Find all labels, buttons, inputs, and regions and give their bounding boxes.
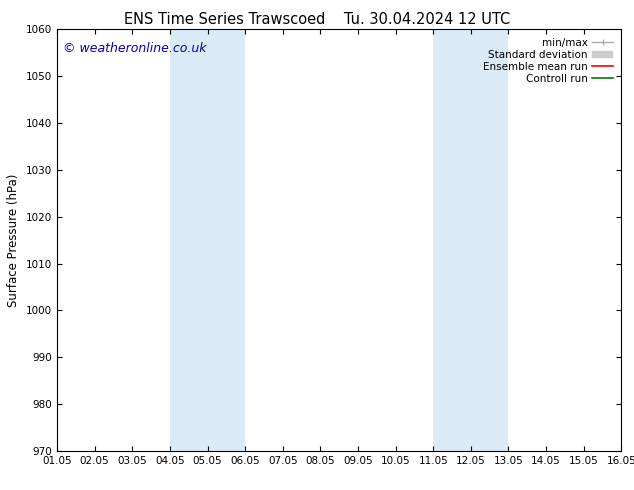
Bar (433, 29, 508, 451)
Y-axis label: Surface Pressure (hPa): Surface Pressure (hPa) (8, 173, 20, 307)
Text: ENS Time Series Trawscoed    Tu. 30.04.2024 12 UTC: ENS Time Series Trawscoed Tu. 30.04.2024… (124, 12, 510, 27)
Bar (170, 29, 245, 451)
Legend: min/max, Standard deviation, Ensemble mean run, Controll run: min/max, Standard deviation, Ensemble me… (480, 35, 616, 87)
Text: © weatheronline.co.uk: © weatheronline.co.uk (63, 42, 206, 55)
